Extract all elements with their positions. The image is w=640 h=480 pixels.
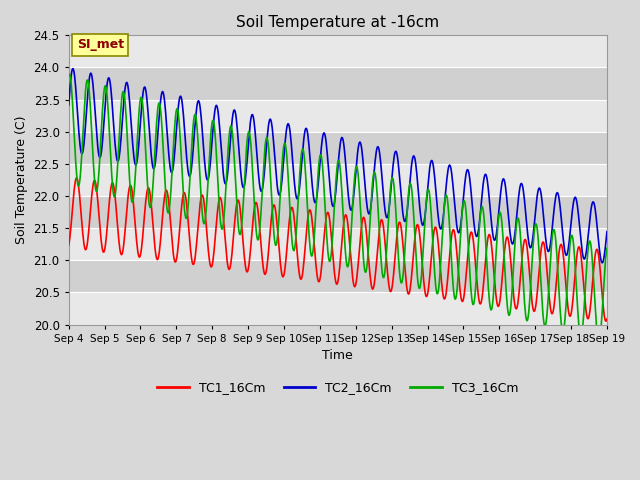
TC2_16Cm <box>65 102 72 108</box>
Bar <box>68 100 607 132</box>
TC1_16Cm <box>120 237 128 243</box>
Bar <box>68 292 607 324</box>
TC3_16Cm <box>120 92 128 97</box>
TC2_16Cm <box>435 219 443 225</box>
Line: TC1_16Cm: TC1_16Cm <box>68 178 607 321</box>
Bar <box>68 36 607 68</box>
TC3_16Cm <box>283 155 291 161</box>
TC3_16Cm <box>303 183 310 189</box>
Title: Soil Temperature at -16cm: Soil Temperature at -16cm <box>236 15 440 30</box>
TC2_16Cm <box>120 94 128 99</box>
TC2_16Cm <box>495 211 502 216</box>
TC1_16Cm <box>603 316 611 322</box>
TC2_16Cm <box>603 229 611 235</box>
Bar <box>68 68 607 100</box>
Line: TC3_16Cm: TC3_16Cm <box>68 74 607 342</box>
Y-axis label: Soil Temperature (C): Soil Temperature (C) <box>15 116 28 244</box>
TC3_16Cm <box>495 215 502 221</box>
TC1_16Cm <box>65 242 72 248</box>
Bar <box>68 196 607 228</box>
TC1_16Cm <box>283 246 291 252</box>
Bar <box>68 132 607 164</box>
Line: TC2_16Cm: TC2_16Cm <box>68 69 607 263</box>
TC3_16Cm <box>65 73 72 79</box>
TC1_16Cm <box>602 318 610 324</box>
Text: SI_met: SI_met <box>77 38 124 51</box>
TC1_16Cm <box>303 230 310 236</box>
TC3_16Cm <box>65 72 73 77</box>
Bar <box>68 260 607 292</box>
TC1_16Cm <box>435 247 443 252</box>
TC1_16Cm <box>485 232 493 238</box>
TC2_16Cm <box>69 66 77 72</box>
TC3_16Cm <box>603 245 611 251</box>
TC2_16Cm <box>598 260 606 265</box>
TC3_16Cm <box>595 339 603 345</box>
X-axis label: Time: Time <box>323 349 353 362</box>
TC3_16Cm <box>435 284 443 290</box>
Legend: TC1_16Cm, TC2_16Cm, TC3_16Cm: TC1_16Cm, TC2_16Cm, TC3_16Cm <box>152 376 523 399</box>
Bar <box>68 228 607 260</box>
Bar <box>68 164 607 196</box>
TC3_16Cm <box>485 293 493 299</box>
TC1_16Cm <box>495 303 502 309</box>
TC2_16Cm <box>303 125 310 131</box>
TC2_16Cm <box>485 192 493 198</box>
TC2_16Cm <box>283 124 291 130</box>
TC1_16Cm <box>73 175 81 181</box>
